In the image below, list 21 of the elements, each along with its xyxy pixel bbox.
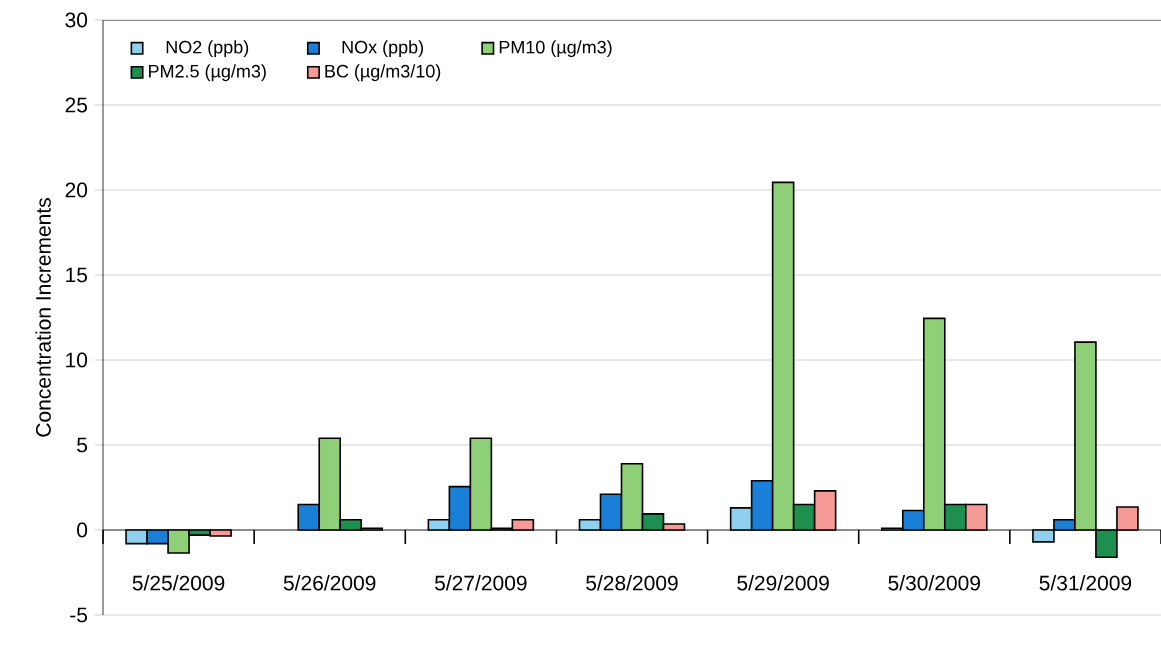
y-tick-label: 0: [77, 522, 88, 538]
x-tick-label: 5/29/2009: [737, 575, 829, 591]
legend-label: NO2 (ppb): [166, 40, 249, 58]
legend-label: NOx (ppb): [342, 40, 424, 58]
x-tick-label: 5/27/2009: [434, 575, 527, 591]
x-tick-label: 5/26/2009: [283, 575, 376, 591]
legend-label: BC (µg/m3/10): [325, 64, 441, 82]
legend-label: PM10 (µg/m3): [499, 40, 612, 58]
y-tick-label: -5: [70, 607, 88, 623]
y-tick-label: 15: [66, 267, 88, 283]
y-tick-label: 5: [77, 437, 88, 453]
y-tick-label: 25: [65, 97, 88, 113]
y-tick-label: 10: [66, 352, 88, 368]
x-tick-label: 5/30/2009: [888, 575, 980, 591]
legend-label: PM2.5 (µg/m3): [149, 64, 266, 82]
y-axis-title: Concentration Increments: [35, 198, 51, 437]
y-tick-label: 20: [65, 182, 88, 198]
y-tick-label: 30: [65, 12, 88, 28]
x-tick-label: 5/31/2009: [1039, 575, 1132, 591]
x-tick-label: 5/25/2009: [132, 575, 225, 591]
x-tick-label: 5/28/2009: [586, 575, 678, 591]
